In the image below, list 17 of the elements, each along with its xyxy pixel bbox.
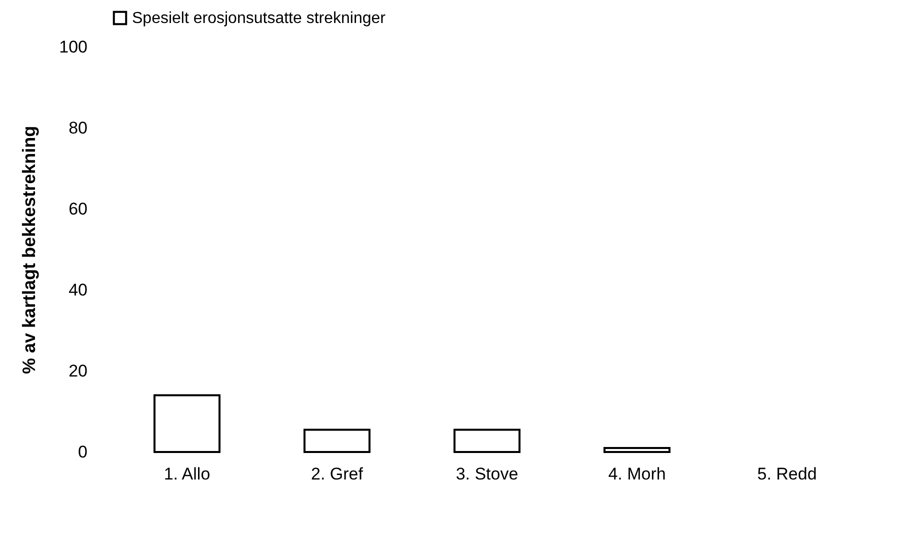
y-tick-label: 100 [59,38,88,56]
y-tick-label: 40 [68,280,88,300]
legend-label: Spesielt erosjonsutsatte strekninger [132,10,386,27]
y-tick-label: 0 [78,442,88,462]
bar [304,428,370,453]
y-tick-label: 60 [68,200,88,218]
x-tick-label: 1. Allo [164,464,210,484]
y-tick-label: 80 [68,118,88,138]
x-tick-label: 5. Redd [757,464,817,484]
x-tick-label: 2. Gref [311,464,364,484]
y-tick-label: 20 [68,362,88,380]
bar [154,394,220,453]
bar [604,446,670,453]
x-tick-label: 3. Stove [456,464,518,484]
x-tick-label: 4. Morh [608,464,666,484]
y-axis-title: % av kartlagt bekkestrekning [19,126,40,374]
bar [454,428,520,453]
